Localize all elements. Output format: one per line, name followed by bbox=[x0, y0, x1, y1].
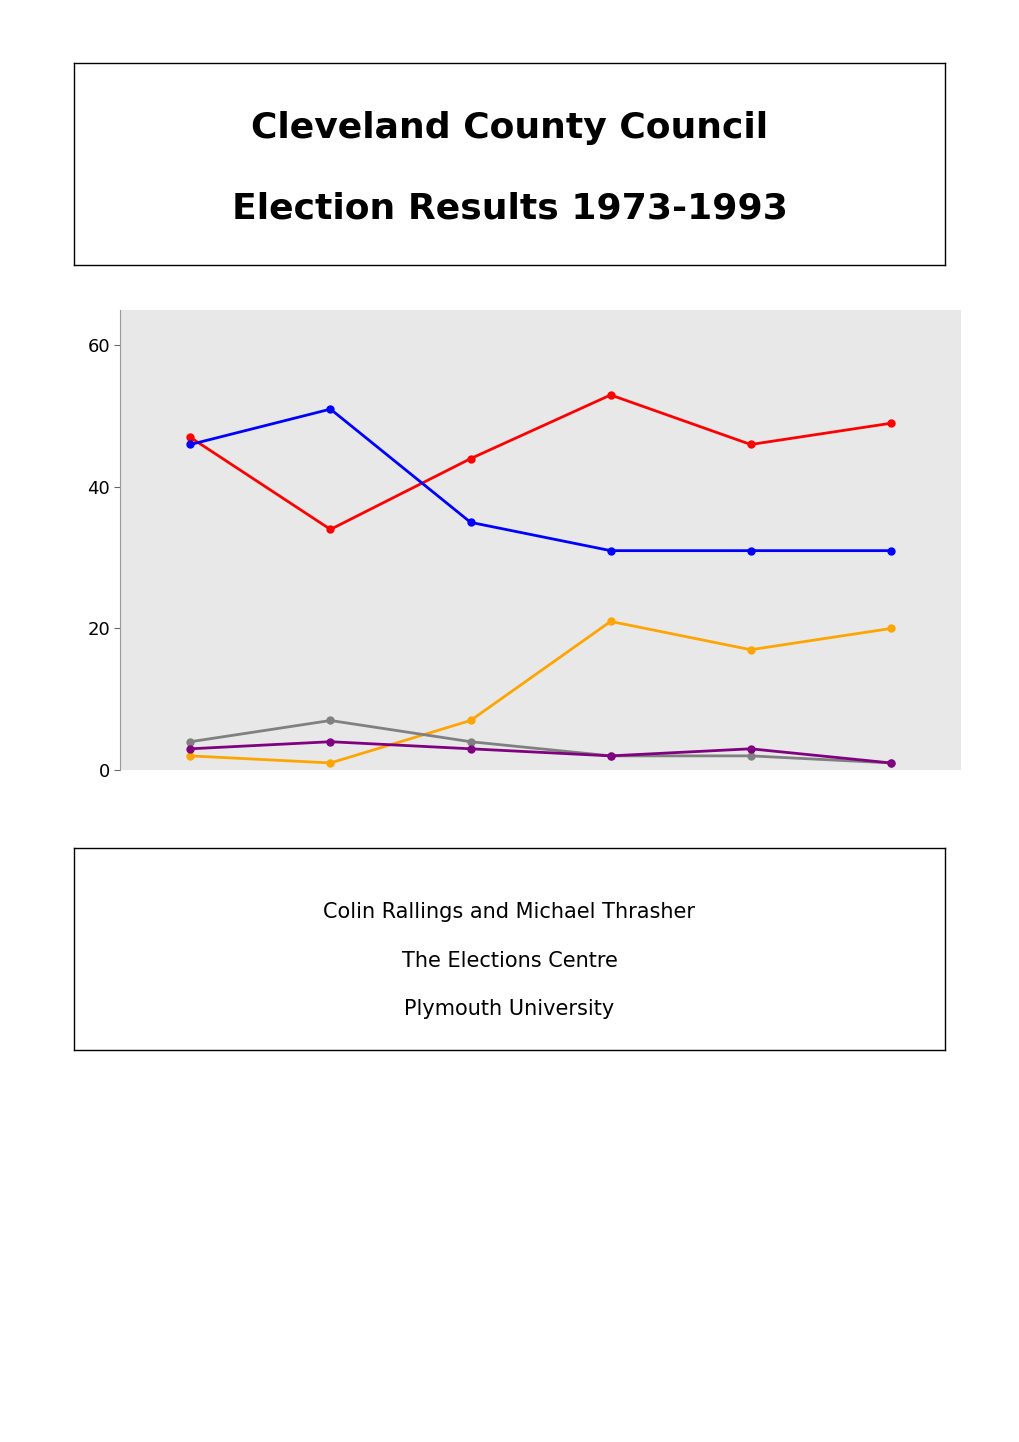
Text: Colin Rallings and Michael Thrasher: Colin Rallings and Michael Thrasher bbox=[323, 903, 695, 923]
Text: Election Results 1973-1993: Election Results 1973-1993 bbox=[231, 192, 787, 226]
Text: The Elections Centre: The Elections Centre bbox=[401, 950, 616, 970]
Text: Cleveland County Council: Cleveland County Council bbox=[251, 111, 767, 146]
Text: Plymouth University: Plymouth University bbox=[404, 999, 614, 1019]
